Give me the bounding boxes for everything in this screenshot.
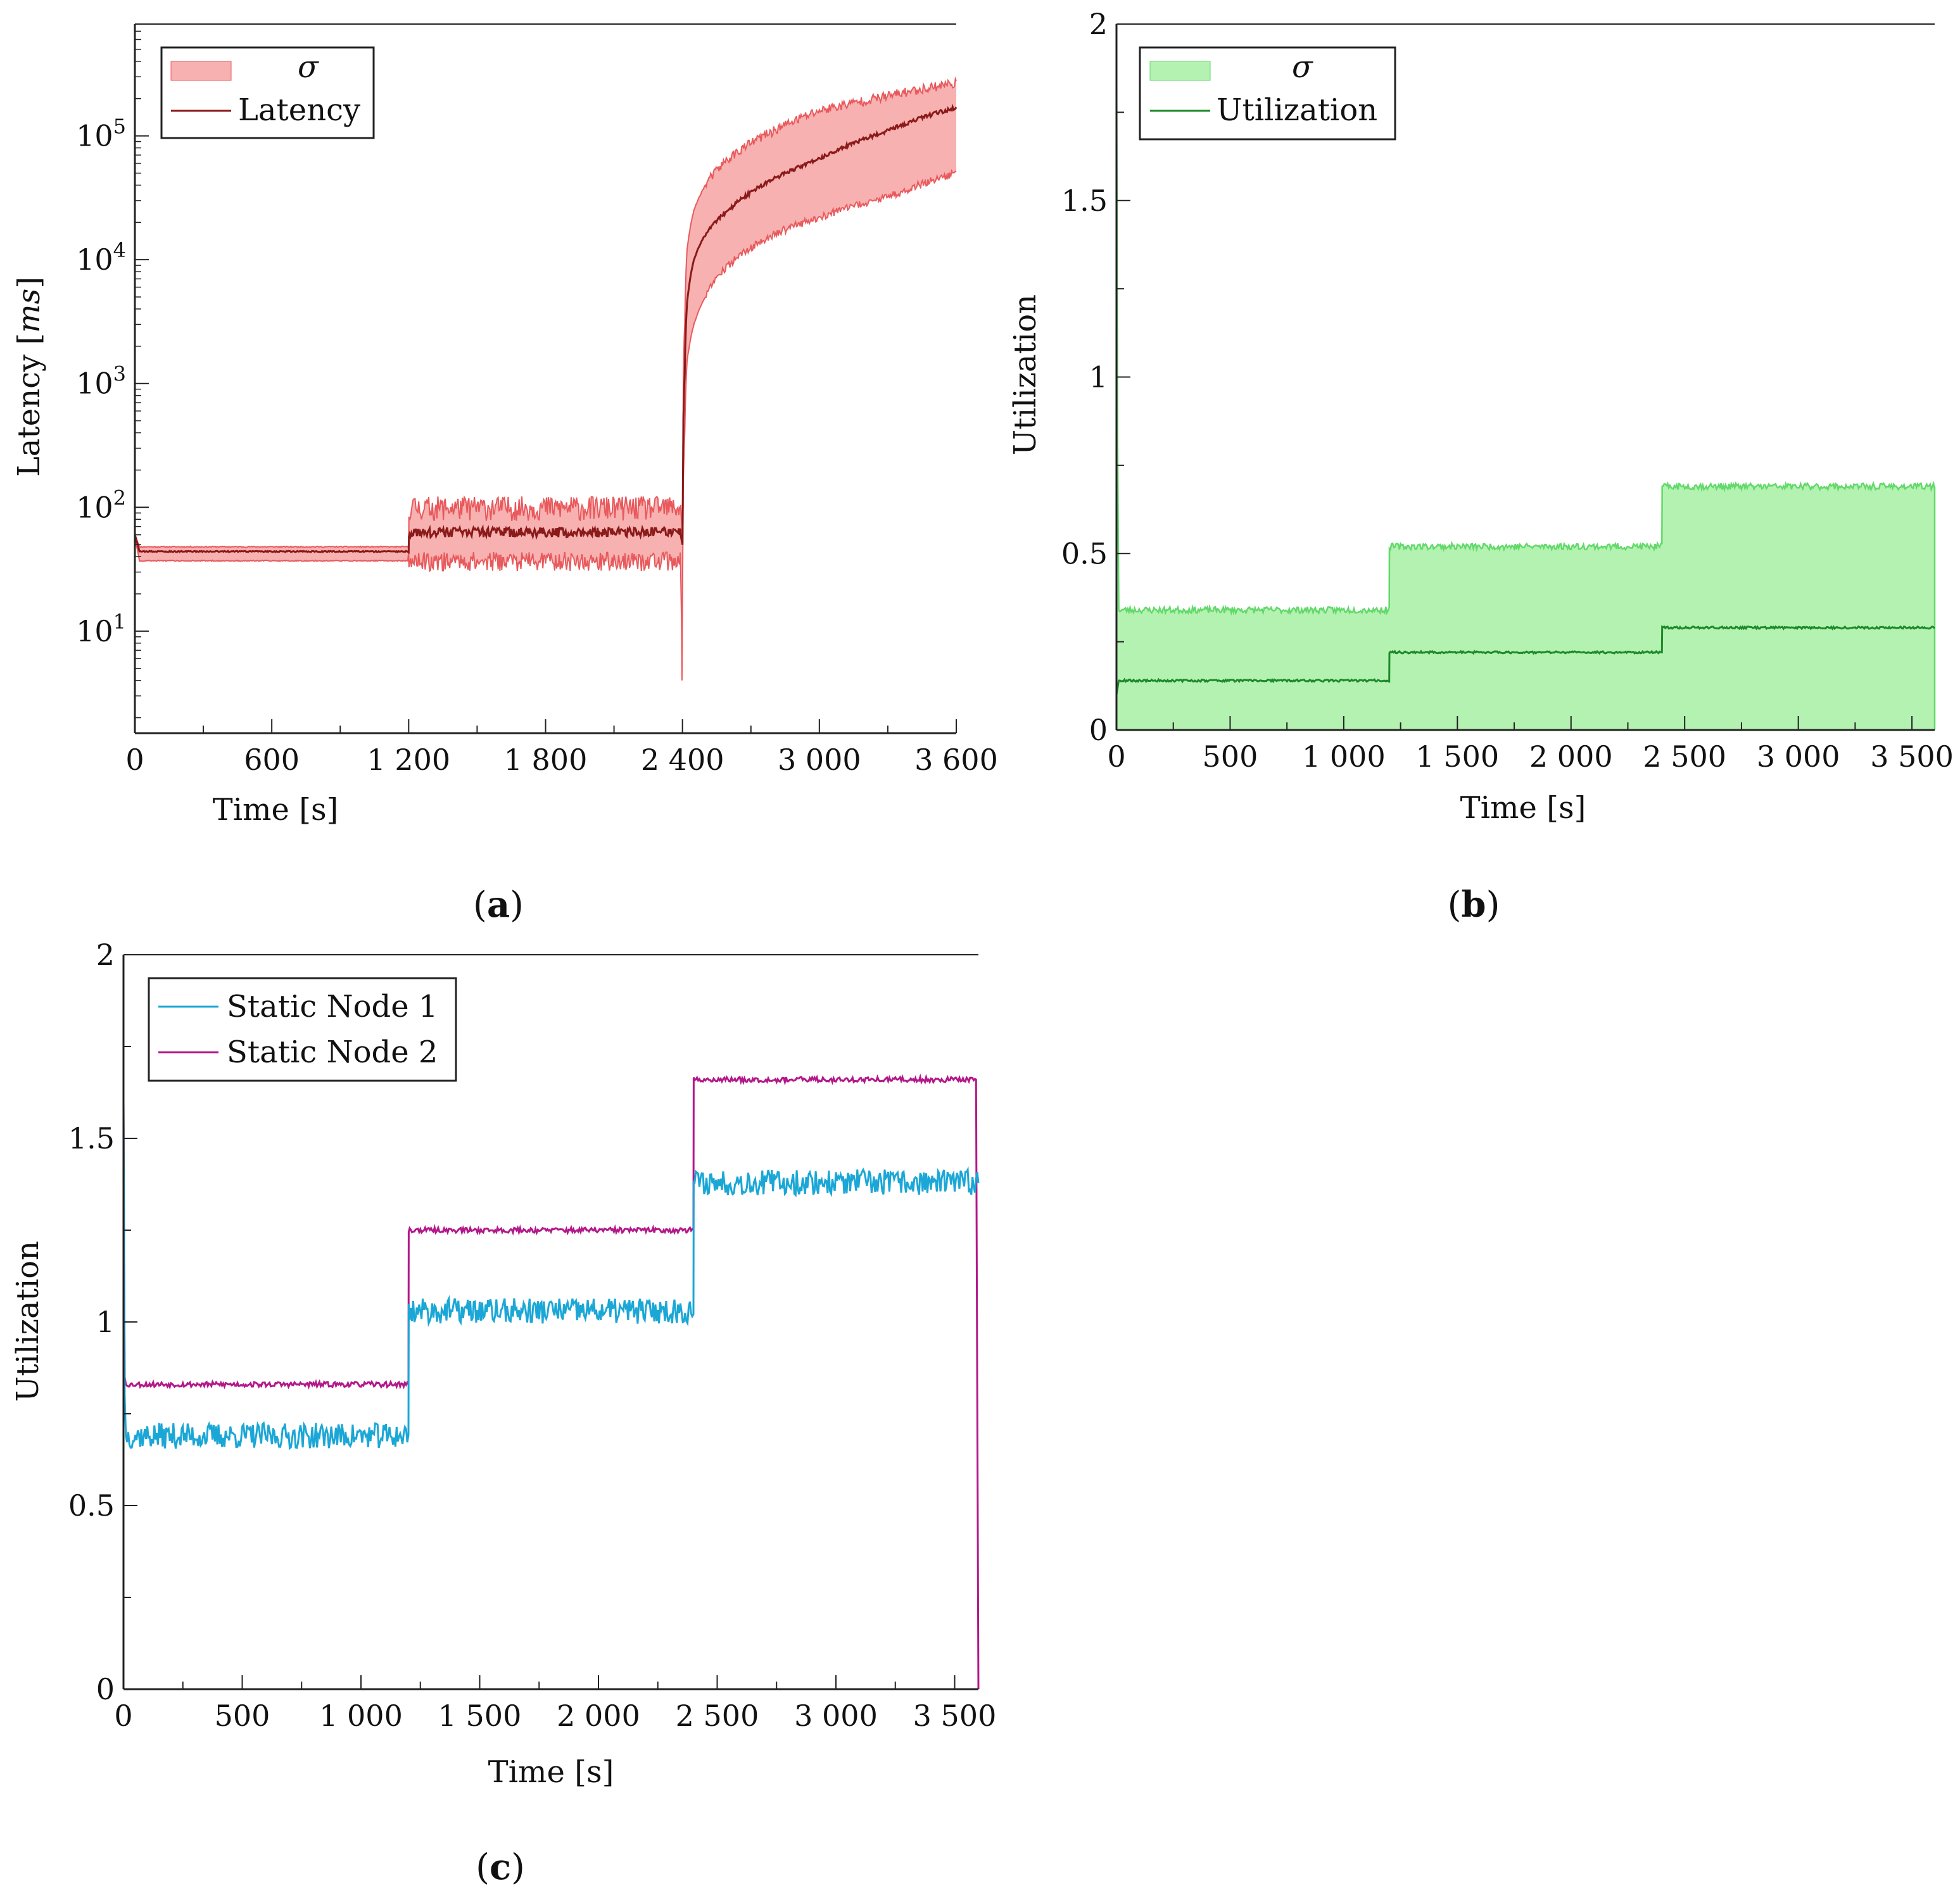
x-axis-label: Time [s] [213, 792, 339, 827]
x-tick-label: 500 [215, 1699, 270, 1733]
x-tick-label: 2 500 [1643, 739, 1726, 774]
x-tick-label: 2 400 [641, 743, 724, 777]
legend-label-utilization: Utilization [1217, 92, 1377, 128]
y-tick-label: 0 [96, 1672, 115, 1706]
x-tick-label: 3 500 [1870, 739, 1954, 774]
sigma-band [1116, 24, 1935, 730]
chart-utilization: 0 500 1 000 1 500 2 000 2 500 3 000 3 500 0 0.5 1 1… [1008, 7, 1954, 926]
x-tick-label: 1 000 [319, 1699, 403, 1733]
y-tick-label: 0.5 [68, 1488, 115, 1523]
sigma-lower-line [134, 168, 957, 681]
legend-label-latency: Latency [238, 92, 360, 128]
x-axis-label: Time [s] [488, 1754, 614, 1790]
chart-latency: 0 600 1 200 1 800 2 400 3 000 3 600 101 102 103 10… [11, 23, 998, 926]
x-tick-label: 1 000 [1302, 739, 1386, 774]
x-tick-label: 3 600 [914, 743, 998, 777]
legend-swatch-sigma [170, 61, 232, 81]
panel-label-b: (b) [1448, 884, 1500, 926]
x-tick-label: 3 000 [778, 743, 861, 777]
y-tick-label: 2 [96, 938, 115, 972]
sigma-upper-line [1115, 23, 1936, 616]
x-tick-label: 600 [244, 743, 300, 777]
x-tick-label: 1 500 [1415, 739, 1499, 774]
legend-label-sigma: σ [298, 49, 319, 85]
sigma-band [135, 79, 956, 681]
y-tick-label: 102 [76, 486, 126, 524]
static-node-1-line [122, 1101, 980, 1450]
y-tick-label: 0 [1089, 713, 1108, 747]
utilization-series-line [1115, 625, 1936, 695]
legend-latency: σ Latency [160, 46, 375, 139]
legend-static-nodes: Static Node 1 Static Node 2 [148, 977, 457, 1082]
y-tick-label: 1.5 [68, 1121, 115, 1155]
x-tick-label: 1 500 [438, 1699, 522, 1733]
x-tick-label: 0 [125, 743, 144, 777]
latency-series-line [134, 103, 958, 555]
x-tick-label: 1 800 [504, 743, 588, 777]
y-axis-label: Utilization [1008, 294, 1043, 455]
legend-label-node-2: Static Node 2 [227, 1035, 438, 1070]
legend-utilization: σ Utilization [1139, 46, 1396, 141]
legend-box [148, 977, 457, 1082]
y-tick-label: 104 [76, 238, 126, 277]
x-tick-label: 1 200 [367, 743, 450, 777]
x-tick-label: 2 000 [1529, 739, 1613, 774]
y-tick-label: 1 [1089, 360, 1108, 394]
x-tick-label: 0 [1107, 739, 1125, 774]
legend-label-sigma: σ [1292, 49, 1313, 85]
chart-static-nodes: 0 500 1 000 1 500 2 000 2 500 3 000 3 500 0 0.5 1 1… [10, 938, 996, 1888]
legend-swatch-sigma [1149, 61, 1211, 81]
x-tick-label: 2 000 [557, 1699, 640, 1733]
y-tick-label: 1 [96, 1305, 115, 1339]
x-tick-label: 500 [1203, 739, 1258, 774]
y-axis-label: Utilization [10, 1241, 46, 1402]
x-tick-label: 3 000 [794, 1699, 878, 1733]
x-tick-label: 3 500 [913, 1699, 997, 1733]
x-tick-label: 0 [114, 1699, 132, 1733]
x-tick-label: 3 000 [1757, 739, 1840, 774]
x-axis-label: Time [s] [1460, 790, 1586, 826]
sigma-upper-line [134, 76, 957, 548]
y-axis-label: Latency [ms] [11, 277, 47, 477]
y-tick-label: 101 [76, 610, 126, 648]
legend-label-node-1: Static Node 1 [227, 989, 438, 1024]
y-tick-label: 103 [76, 362, 126, 401]
panel-label-c: (c) [476, 1846, 525, 1888]
y-tick-label: 0.5 [1061, 536, 1108, 570]
static-node-2-line [122, 1073, 980, 1690]
panel-label-a: (a) [473, 884, 524, 926]
y-tick-label: 1.5 [1061, 184, 1108, 218]
y-tick-label: 105 [76, 115, 126, 153]
x-tick-label: 2 500 [676, 1699, 759, 1733]
y-tick-label: 2 [1089, 7, 1108, 41]
